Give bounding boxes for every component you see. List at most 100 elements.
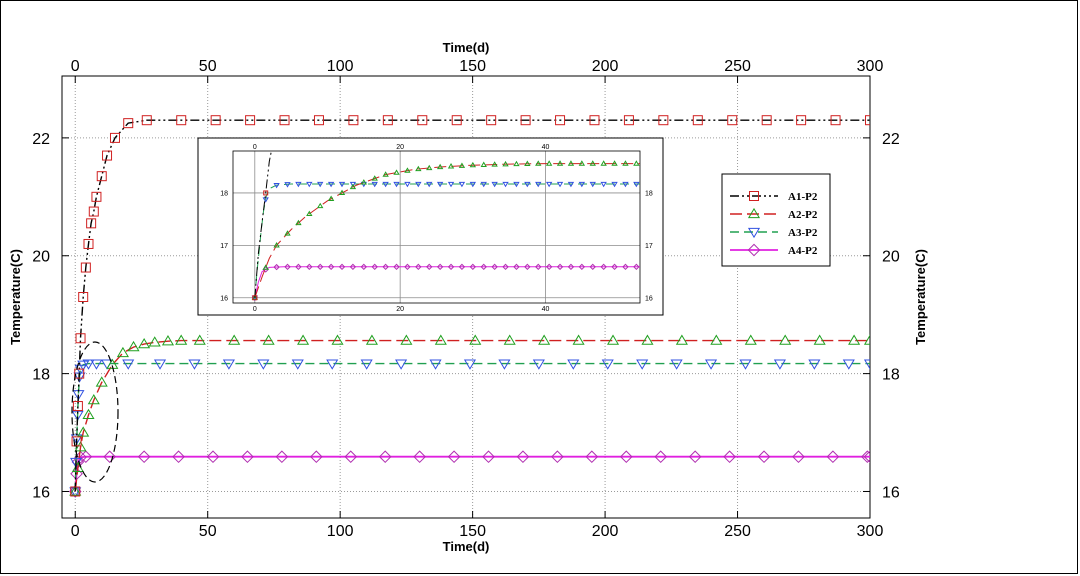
inset-data-point-A3-P2 — [295, 181, 302, 188]
data-point-A4-P2 — [378, 450, 392, 464]
inset-data-point-A3-P2 — [382, 181, 389, 188]
data-point-A1-P2 — [141, 115, 152, 126]
data-point-A2-P2 — [116, 346, 129, 358]
inset-data-point-A3-P2 — [622, 181, 629, 188]
inset-data-point-A2-P2 — [513, 160, 520, 167]
inset-data-point-A1-P2 — [318, 25, 322, 29]
inset-data-point-A2-P2 — [338, 189, 346, 196]
inset-data-point-A3-P2 — [262, 197, 269, 203]
inset-data-point-A1-P2 — [340, 0, 344, 1]
inset-data-point-A2-P2 — [502, 160, 509, 167]
data-point-A2-P2 — [148, 336, 161, 347]
data-point-A2-P2 — [779, 334, 792, 345]
data-point-A2-P2 — [297, 334, 310, 345]
inset-data-point-A2-P2 — [371, 175, 378, 181]
data-point-A1-P2 — [102, 150, 113, 161]
data-point-A1-P2 — [70, 486, 81, 497]
inset-data-point-A4-P2 — [589, 263, 596, 271]
x-tick-label-bottom: 0 — [71, 523, 80, 540]
series-A2-P2 — [69, 334, 870, 496]
data-point-A3-P2 — [704, 359, 718, 370]
legend-marker-A1-P2 — [749, 191, 759, 201]
data-point-A4-P2 — [344, 450, 358, 464]
inset-data-point-A2-P2 — [545, 160, 553, 166]
inset-data-point-A4-P2 — [371, 263, 378, 271]
inset-data-point-A4-P2 — [436, 263, 444, 271]
data-point-A1-P2 — [865, 115, 870, 126]
legend-label-A1-P2: A1-P2 — [788, 191, 818, 203]
inset-series-line-A2-P2 — [254, 163, 640, 298]
data-point-A4-P2 — [861, 450, 870, 464]
data-point-A2-P2 — [400, 334, 413, 345]
data-point-A2-P2 — [95, 376, 108, 387]
series-A1-P2 — [70, 115, 870, 497]
data-point-A2-P2 — [161, 335, 175, 346]
inset-data-point-A3-P2 — [589, 181, 596, 188]
plot-frame — [61, 75, 871, 519]
data-point-A3-P2 — [532, 359, 545, 370]
data-point-A2-P2 — [848, 334, 861, 345]
data-point-A2-P2 — [675, 334, 688, 345]
data-point-A4-P2 — [482, 450, 495, 464]
inset-series-A4-P2 — [251, 263, 640, 301]
data-point-A1-P2 — [86, 218, 97, 229]
data-point-A4-P2 — [792, 450, 805, 464]
data-point-A1-P2 — [486, 115, 497, 126]
inset-data-point-A4-P2 — [556, 263, 564, 271]
inset-plot-background — [233, 151, 640, 303]
data-point-A1-P2 — [830, 115, 841, 126]
inset-data-point-A2-P2 — [611, 160, 618, 166]
x-axis-title-bottom: Time(d) — [443, 539, 490, 554]
data-point-A3-P2 — [863, 359, 870, 370]
data-point-A1-P2 — [313, 115, 324, 126]
data-point-A3-P2 — [257, 359, 270, 370]
inset-data-point-A2-P2 — [578, 160, 586, 166]
data-point-A1-P2 — [727, 115, 738, 126]
data-point-A2-P2 — [127, 340, 140, 352]
data-point-A3-P2 — [463, 359, 477, 370]
data-point-A4-P2 — [447, 450, 461, 464]
inset-data-point-A3-P2 — [633, 181, 640, 188]
inset-data-point-A4-P2 — [404, 263, 411, 271]
x-tick-label-bottom: 100 — [327, 523, 354, 540]
inset-data-point-A3-P2 — [469, 181, 477, 188]
inset-data-point-A4-P2 — [622, 263, 629, 271]
data-point-A1-P2 — [80, 262, 91, 273]
inset-series-A1-P2 — [252, 0, 344, 301]
inset-data-point-A2-P2 — [524, 160, 531, 166]
inset-x-tick-label-top: 20 — [396, 144, 404, 151]
inset-data-point-A4-P2 — [545, 263, 553, 271]
inset-data-point-A2-P2 — [295, 219, 302, 226]
inset-x-tick-label-bottom: 20 — [396, 306, 404, 313]
data-point-A1-P2 — [72, 401, 83, 412]
inset-data-point-A4-P2 — [295, 263, 302, 271]
data-point-A2-P2 — [434, 334, 447, 345]
data-point-A2-P2 — [331, 334, 344, 345]
x-tick-label-bottom: 50 — [199, 523, 217, 540]
data-point-A3-P2 — [188, 359, 201, 370]
data-point-A2-P2 — [175, 334, 188, 345]
legend-label-A3-P2: A3-P2 — [788, 227, 818, 239]
inset-data-point-A4-P2 — [426, 263, 433, 271]
inset-data-point-A4-P2 — [327, 263, 335, 271]
data-point-A3-P2 — [77, 360, 90, 371]
data-point-A4-P2 — [688, 450, 702, 464]
data-point-A1-P2 — [71, 436, 82, 447]
inset-data-point-A2-P2 — [436, 163, 444, 170]
inset-data-point-A3-P2 — [447, 181, 455, 188]
y-tick-label-right: 16 — [882, 484, 900, 501]
inset-x-tick-label-bottom: 40 — [542, 306, 550, 313]
inset-data-point-A3-P2 — [491, 181, 498, 188]
data-point-A4-P2 — [103, 450, 117, 464]
data-point-A2-P2 — [82, 408, 95, 419]
x-tick-label-bottom: 300 — [857, 523, 884, 540]
data-point-A4-P2 — [275, 450, 289, 464]
data-point-A1-P2 — [623, 115, 634, 126]
inset-data-point-A3-P2 — [480, 181, 487, 188]
inset-data-point-A2-P2 — [327, 195, 335, 201]
inset-data-point-A4-P2 — [273, 263, 280, 271]
inset-data-point-A2-P2 — [469, 161, 477, 168]
inset-series-A3-P2 — [251, 181, 640, 302]
inset-data-point-A2-P2 — [491, 161, 498, 167]
